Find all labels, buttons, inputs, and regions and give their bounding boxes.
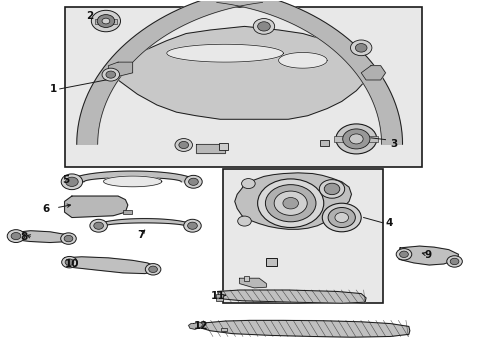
Circle shape <box>65 177 78 186</box>
Polygon shape <box>398 246 458 265</box>
Text: 10: 10 <box>64 259 79 269</box>
Text: 3: 3 <box>389 139 397 149</box>
Circle shape <box>335 124 376 154</box>
Circle shape <box>324 183 339 195</box>
Polygon shape <box>188 322 203 329</box>
Circle shape <box>94 222 103 229</box>
Text: 7: 7 <box>137 230 144 240</box>
Circle shape <box>349 134 363 144</box>
Polygon shape <box>77 0 262 144</box>
Bar <box>122 210 131 214</box>
Polygon shape <box>108 62 132 76</box>
Text: 9: 9 <box>424 250 430 260</box>
Circle shape <box>257 22 270 31</box>
Text: 1: 1 <box>50 84 57 94</box>
Circle shape <box>265 185 315 222</box>
Polygon shape <box>278 53 326 68</box>
Circle shape <box>175 139 192 152</box>
Circle shape <box>11 233 21 240</box>
Circle shape <box>322 203 361 232</box>
Circle shape <box>145 264 161 275</box>
Text: 11: 11 <box>210 291 224 301</box>
Bar <box>266 258 277 266</box>
Text: 5: 5 <box>62 175 69 185</box>
Polygon shape <box>10 231 72 243</box>
Polygon shape <box>361 66 385 80</box>
Circle shape <box>237 216 251 226</box>
Bar <box>216 294 223 301</box>
Bar <box>218 143 228 150</box>
Circle shape <box>183 219 201 232</box>
Circle shape <box>327 207 355 228</box>
Polygon shape <box>96 219 193 226</box>
Polygon shape <box>64 196 127 217</box>
Circle shape <box>342 129 369 149</box>
Circle shape <box>102 18 110 24</box>
Bar <box>334 136 377 142</box>
Text: 8: 8 <box>21 232 28 242</box>
Circle shape <box>65 259 74 265</box>
Circle shape <box>61 256 77 268</box>
Circle shape <box>350 40 371 56</box>
Polygon shape <box>239 278 266 288</box>
Polygon shape <box>196 320 409 337</box>
Polygon shape <box>166 44 283 62</box>
Circle shape <box>355 44 366 52</box>
Polygon shape <box>69 171 196 182</box>
Circle shape <box>257 179 323 228</box>
Polygon shape <box>216 0 402 144</box>
Circle shape <box>449 258 458 265</box>
Text: 6: 6 <box>42 203 50 213</box>
Text: 4: 4 <box>385 218 392 228</box>
Circle shape <box>7 230 25 243</box>
Circle shape <box>399 251 407 257</box>
Polygon shape <box>103 176 162 187</box>
Circle shape <box>334 212 348 222</box>
Polygon shape <box>217 290 366 303</box>
Circle shape <box>61 233 76 244</box>
Circle shape <box>102 68 119 81</box>
Bar <box>64 7 421 167</box>
Circle shape <box>319 180 344 198</box>
Circle shape <box>64 235 73 242</box>
Circle shape <box>90 219 107 232</box>
Circle shape <box>395 249 411 260</box>
Text: 12: 12 <box>193 321 207 332</box>
Polygon shape <box>113 26 370 119</box>
Circle shape <box>97 15 115 27</box>
Text: 2: 2 <box>86 11 94 21</box>
Circle shape <box>446 256 461 267</box>
Polygon shape <box>63 257 156 274</box>
Bar <box>95 18 117 23</box>
Bar <box>221 328 226 332</box>
Circle shape <box>148 266 157 273</box>
Circle shape <box>188 178 198 185</box>
Circle shape <box>179 141 188 149</box>
Circle shape <box>283 198 298 209</box>
Bar <box>319 140 328 146</box>
Bar <box>222 169 382 303</box>
Circle shape <box>106 71 116 78</box>
Polygon shape <box>234 173 351 229</box>
Bar <box>244 276 249 281</box>
Circle shape <box>61 174 82 190</box>
Polygon shape <box>196 144 224 153</box>
Circle shape <box>184 175 202 188</box>
Circle shape <box>241 179 255 189</box>
Circle shape <box>187 222 197 229</box>
Circle shape <box>274 191 306 215</box>
Circle shape <box>253 18 274 34</box>
Circle shape <box>91 10 120 32</box>
